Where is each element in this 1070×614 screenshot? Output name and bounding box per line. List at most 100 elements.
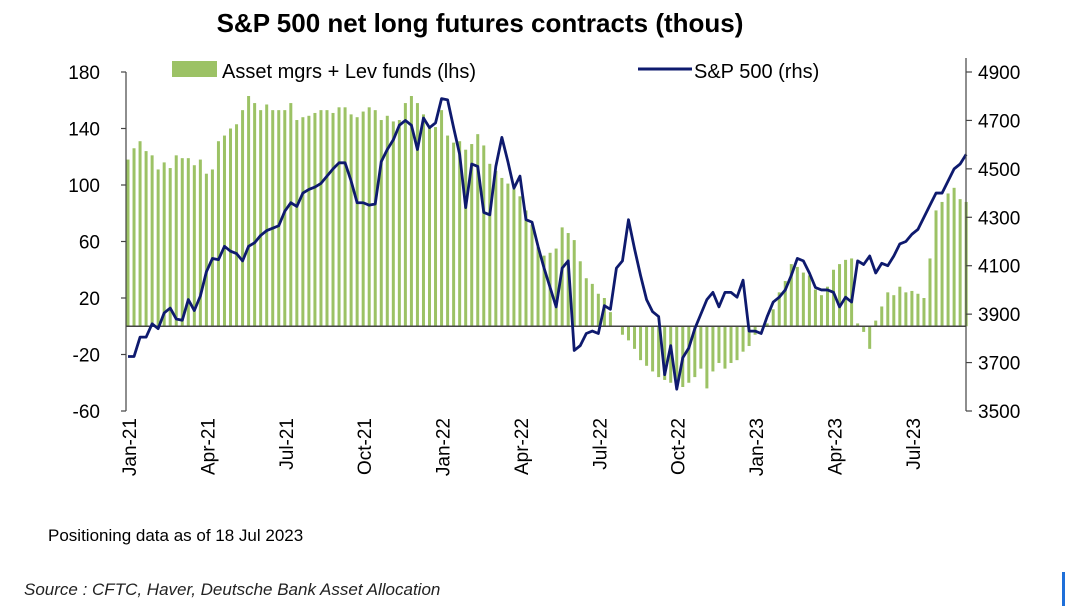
bar-asset-mgrs-lev-funds — [482, 145, 486, 327]
source-note: Source : CFTC, Haver, Deutsche Bank Asse… — [24, 580, 441, 599]
bar-asset-mgrs-lev-funds — [633, 326, 637, 349]
bar-asset-mgrs-lev-funds — [934, 210, 938, 327]
bar-asset-mgrs-lev-funds — [446, 135, 450, 327]
bar-asset-mgrs-lev-funds — [801, 272, 805, 327]
bar-asset-mgrs-lev-funds — [844, 259, 848, 327]
bar-asset-mgrs-lev-funds — [289, 103, 293, 327]
bar-asset-mgrs-lev-funds — [795, 266, 799, 327]
bar-asset-mgrs-lev-funds — [319, 110, 323, 327]
bar-asset-mgrs-lev-funds — [892, 295, 896, 327]
bar-asset-mgrs-lev-funds — [470, 144, 474, 327]
bar-asset-mgrs-lev-funds — [235, 124, 239, 327]
x-axis-tick-label: Jul-23 — [904, 418, 925, 470]
bar-asset-mgrs-lev-funds — [536, 247, 540, 327]
bar-asset-mgrs-lev-funds — [216, 141, 220, 327]
bar-asset-mgrs-lev-funds — [904, 292, 908, 327]
bar-asset-mgrs-lev-funds — [608, 312, 612, 327]
bar-asset-mgrs-lev-funds — [210, 169, 214, 327]
bar-asset-mgrs-lev-funds — [868, 326, 872, 349]
bar-asset-mgrs-lev-funds — [620, 326, 624, 335]
bar-asset-mgrs-lev-funds — [331, 112, 335, 327]
bar-asset-mgrs-lev-funds — [500, 177, 504, 327]
bar-asset-mgrs-lev-funds — [596, 293, 600, 327]
bar-asset-mgrs-lev-funds — [880, 306, 884, 327]
right-axis-tick-label: 4100 — [978, 257, 1020, 278]
bar-asset-mgrs-lev-funds — [783, 281, 787, 327]
bar-asset-mgrs-lev-funds — [132, 148, 136, 327]
positioning-note: Positioning data as of 18 Jul 2023 — [48, 526, 304, 545]
bar-asset-mgrs-lev-funds — [271, 110, 275, 327]
right-axis-tick-label: 3700 — [978, 354, 1020, 375]
bar-asset-mgrs-lev-funds — [940, 201, 944, 327]
bar-asset-mgrs-lev-funds — [355, 117, 359, 327]
x-axis-tick-label: Apr-22 — [512, 418, 533, 475]
bar-asset-mgrs-lev-funds — [349, 114, 353, 327]
bar-asset-mgrs-lev-funds — [717, 326, 721, 363]
x-axis-tick-label: Jul-22 — [590, 418, 611, 470]
bar-asset-mgrs-lev-funds — [373, 110, 377, 327]
right-axis-tick-label: 4300 — [978, 208, 1020, 229]
bar-asset-mgrs-lev-funds — [651, 326, 655, 372]
legend-label-bars: Asset mgrs + Lev funds (lhs) — [222, 61, 476, 83]
bar-asset-mgrs-lev-funds — [675, 326, 679, 386]
legend-label-line: S&P 500 (rhs) — [694, 61, 819, 83]
bar-asset-mgrs-lev-funds — [144, 151, 148, 327]
bar-asset-mgrs-lev-funds — [729, 326, 733, 363]
bar-asset-mgrs-lev-funds — [657, 326, 661, 378]
bar-asset-mgrs-lev-funds — [241, 110, 245, 327]
bar-asset-mgrs-lev-funds — [819, 295, 823, 327]
bar-asset-mgrs-lev-funds — [765, 323, 769, 327]
bar-asset-mgrs-lev-funds — [645, 326, 649, 366]
bar-asset-mgrs-lev-funds — [307, 115, 311, 327]
bar-asset-mgrs-lev-funds — [874, 320, 878, 327]
bar-asset-mgrs-lev-funds — [253, 103, 257, 327]
bar-asset-mgrs-lev-funds — [138, 141, 142, 327]
bar-asset-mgrs-lev-funds — [265, 104, 269, 327]
bar-asset-mgrs-lev-funds — [192, 165, 196, 327]
bar-asset-mgrs-lev-funds — [807, 275, 811, 327]
bar-asset-mgrs-lev-funds — [838, 264, 842, 327]
bar-asset-mgrs-lev-funds — [452, 142, 456, 327]
bar-asset-mgrs-lev-funds — [530, 224, 534, 327]
bar-asset-mgrs-lev-funds — [168, 168, 172, 327]
bar-asset-mgrs-lev-funds — [162, 162, 166, 327]
bar-asset-mgrs-lev-funds — [506, 183, 510, 327]
bar-asset-mgrs-lev-funds — [928, 258, 932, 327]
bar-asset-mgrs-lev-funds — [777, 292, 781, 327]
left-axis-tick-label: -20 — [73, 346, 100, 367]
right-axis-tick-label: 3500 — [978, 402, 1020, 423]
bar-asset-mgrs-lev-funds — [723, 326, 727, 369]
right-axis-tick-label: 4900 — [978, 63, 1020, 84]
bar-asset-mgrs-lev-funds — [229, 128, 233, 327]
bar-asset-mgrs-lev-funds — [434, 127, 438, 327]
bar-asset-mgrs-lev-funds — [174, 155, 178, 327]
bar-asset-mgrs-lev-funds — [735, 326, 739, 361]
left-axis-tick-label: 180 — [68, 63, 100, 84]
bar-asset-mgrs-lev-funds — [464, 149, 468, 327]
bar-asset-mgrs-lev-funds — [711, 326, 715, 372]
bar-asset-mgrs-lev-funds — [494, 170, 498, 327]
bar-asset-mgrs-lev-funds — [361, 111, 365, 327]
bar-asset-mgrs-lev-funds — [379, 120, 383, 327]
bar-asset-mgrs-lev-funds — [832, 269, 836, 327]
bar-asset-mgrs-lev-funds — [428, 125, 431, 327]
chart-title: S&P 500 net long futures contracts (thou… — [216, 8, 744, 38]
legend-swatch-bars — [172, 61, 217, 77]
bar-asset-mgrs-lev-funds — [578, 261, 582, 327]
bar-asset-mgrs-lev-funds — [277, 110, 281, 327]
x-axis-tick-label: Apr-23 — [826, 418, 847, 475]
bar-asset-mgrs-lev-funds — [813, 289, 817, 327]
bar-asset-mgrs-lev-funds — [259, 110, 263, 327]
bar-asset-mgrs-lev-funds — [367, 107, 371, 327]
bar-asset-mgrs-lev-funds — [825, 286, 829, 327]
bar-asset-mgrs-lev-funds — [693, 326, 697, 378]
bar-asset-mgrs-lev-funds — [771, 309, 775, 327]
bar-asset-mgrs-lev-funds — [946, 193, 950, 327]
bar-asset-mgrs-lev-funds — [572, 240, 576, 327]
bar-asset-mgrs-lev-funds — [910, 290, 914, 327]
x-axis-tick-label: Jan-23 — [747, 418, 768, 476]
bar-asset-mgrs-lev-funds — [922, 298, 926, 327]
bar-asset-mgrs-lev-funds — [952, 187, 956, 327]
bar-asset-mgrs-lev-funds — [180, 158, 184, 327]
bar-asset-mgrs-lev-funds — [126, 159, 130, 327]
